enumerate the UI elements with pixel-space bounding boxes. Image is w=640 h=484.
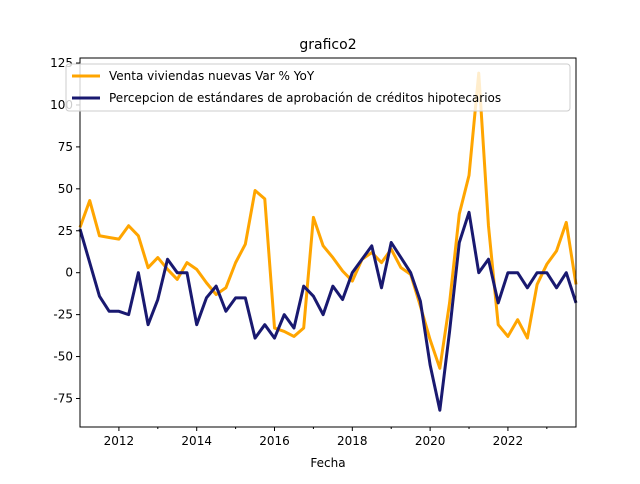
y-tick-label: -75 — [53, 391, 73, 405]
legend-label: Venta viviendas nuevas Var % YoY — [109, 69, 315, 83]
x-axis-label: Fecha — [310, 456, 345, 470]
y-tick-label: 25 — [58, 224, 73, 238]
y-tick-label: -50 — [53, 350, 73, 364]
y-tick-label: 0 — [65, 266, 73, 280]
y-tick-label: 50 — [58, 182, 73, 196]
series-line-2 — [78, 210, 578, 412]
x-tick-label: 2022 — [493, 434, 524, 448]
y-tick-label: -25 — [53, 308, 73, 322]
x-tick-label: 2014 — [181, 434, 212, 448]
plot-area-frame — [79, 57, 577, 428]
x-tick-label: 2012 — [104, 434, 135, 448]
x-tick-label: 2018 — [337, 434, 368, 448]
x-tick-label: 2020 — [415, 434, 446, 448]
legend-box — [65, 63, 571, 112]
y-tick-label: 75 — [58, 140, 73, 154]
legend-label: Percepcion de estándares de aprobación d… — [109, 91, 501, 105]
chart-title: grafico2 — [299, 37, 356, 53]
x-tick-label: 2016 — [259, 434, 290, 448]
series-line-1 — [78, 71, 578, 370]
series-layer — [78, 71, 578, 412]
legend: Venta viviendas nuevas Var % YoY Percepci… — [65, 63, 571, 112]
